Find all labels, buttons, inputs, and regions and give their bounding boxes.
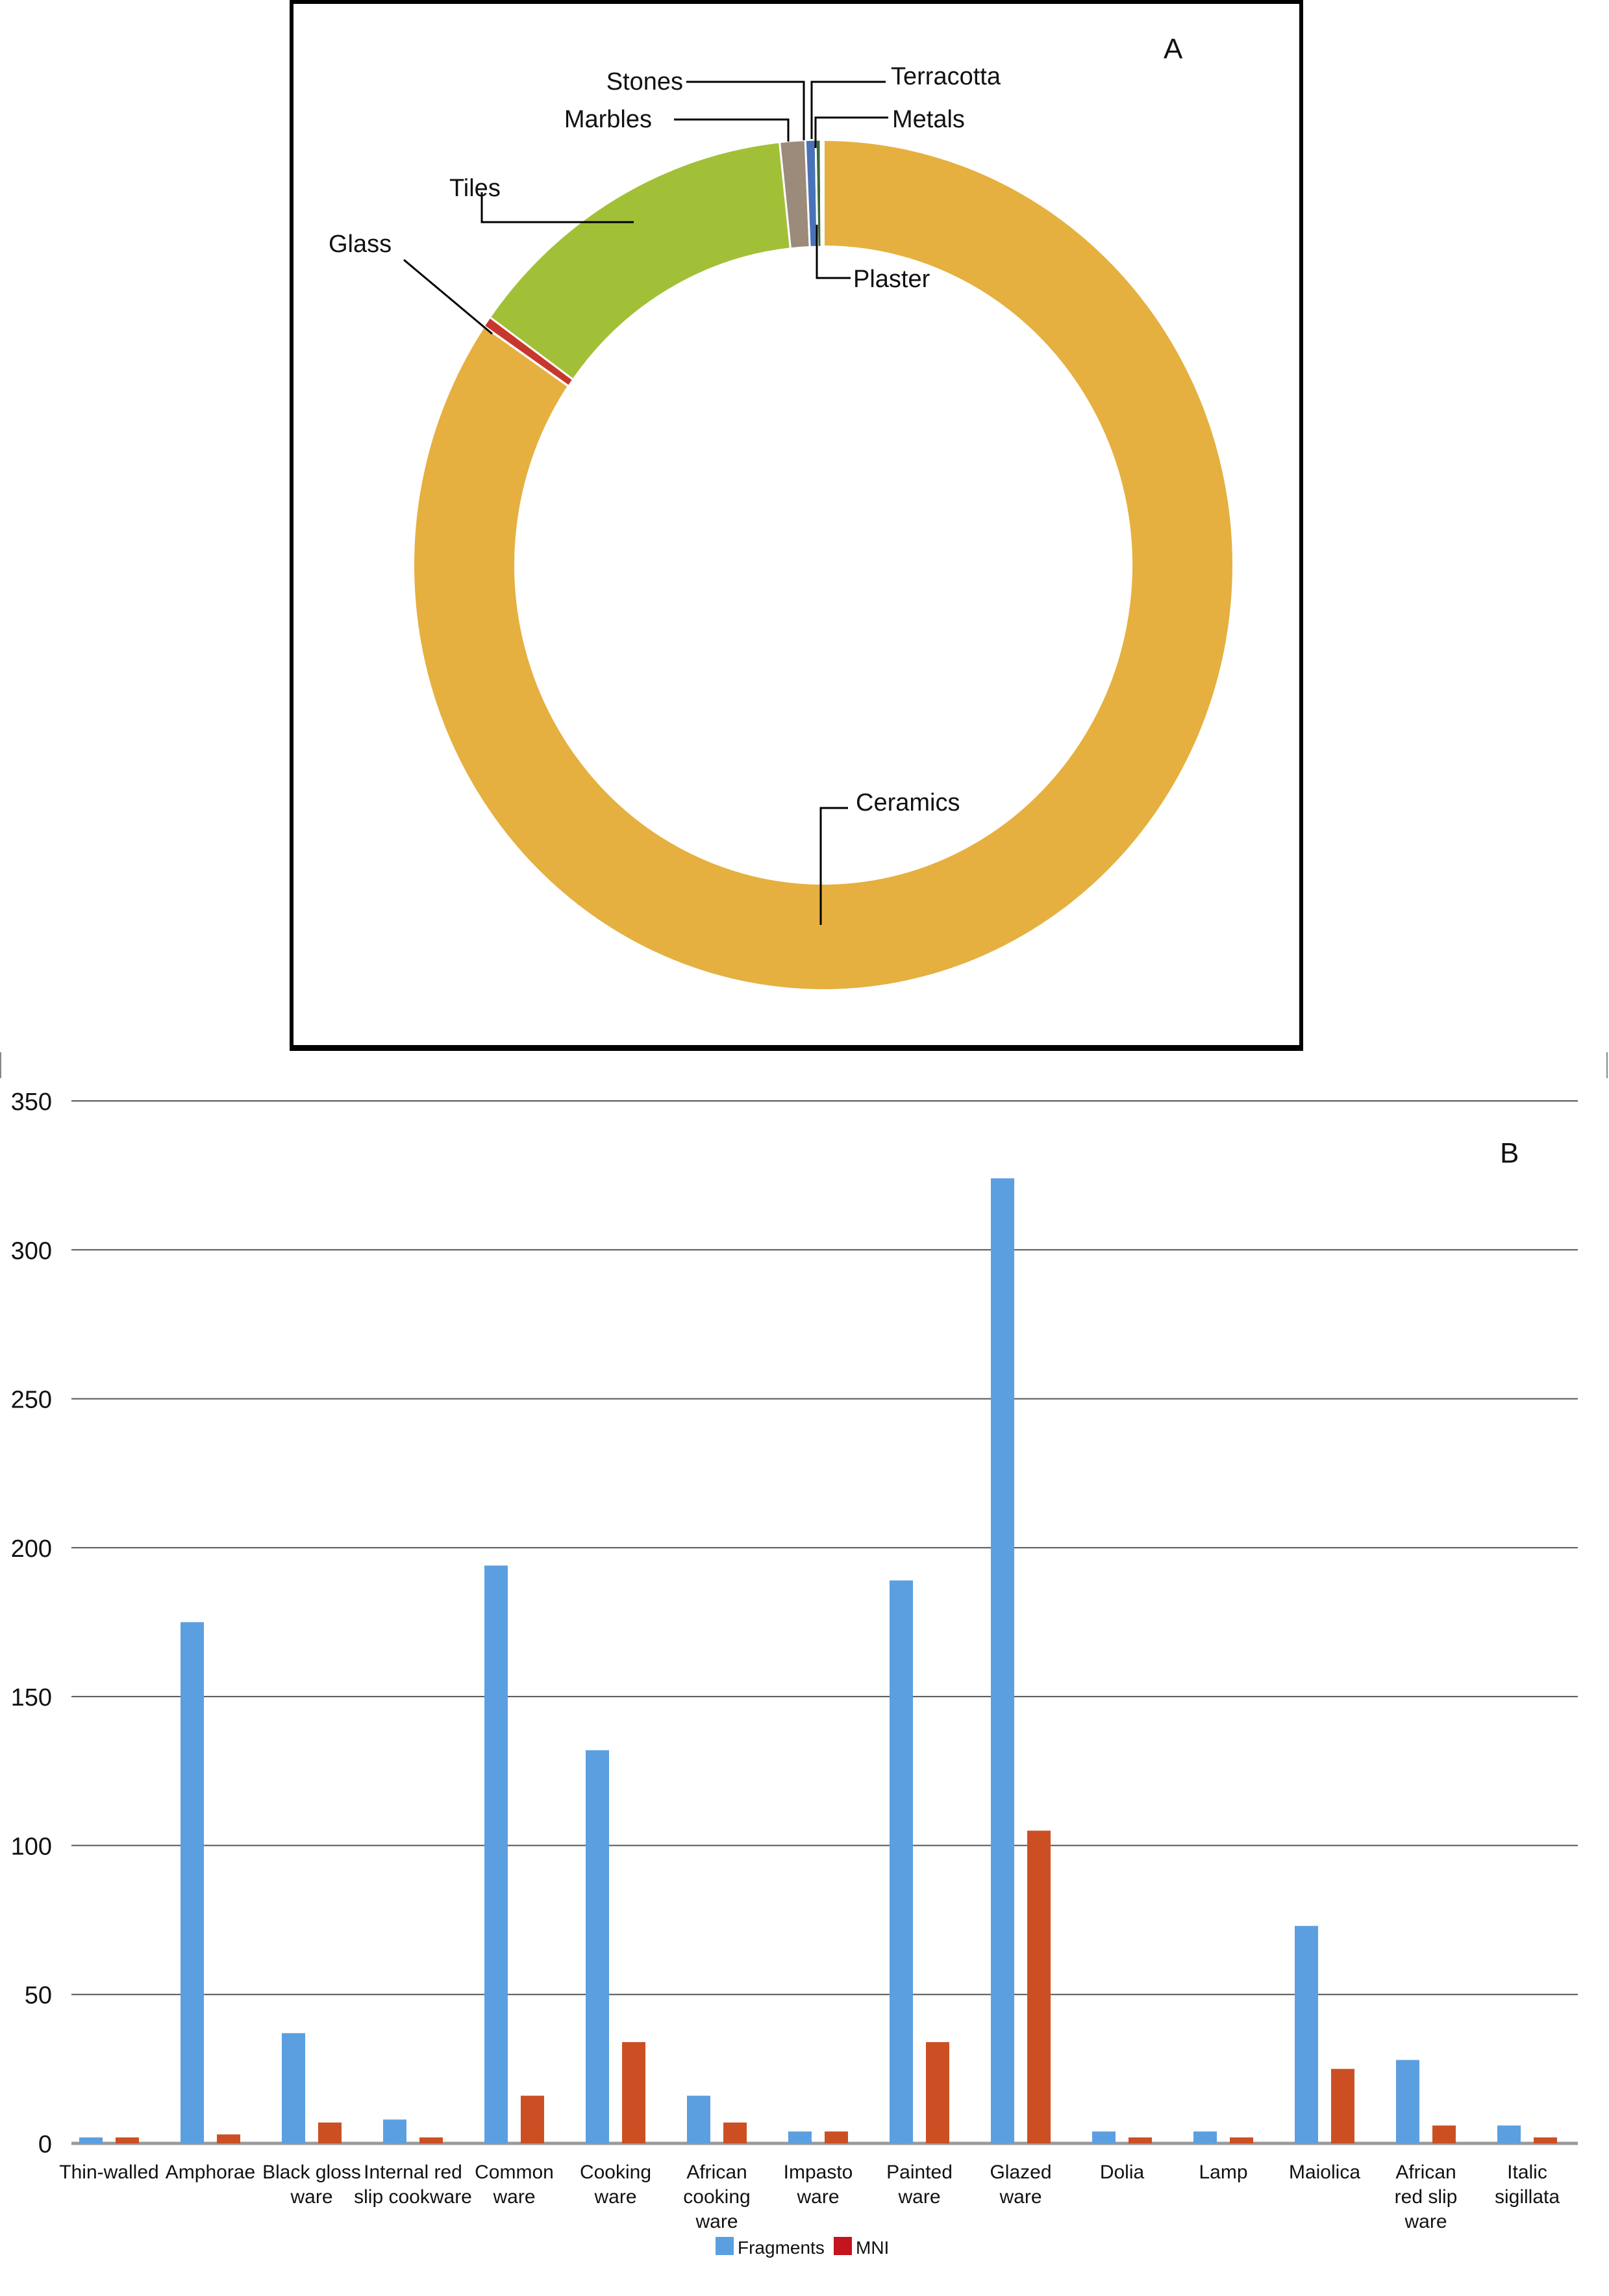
legend-label-mni: MNI bbox=[856, 2238, 889, 2258]
panel-b-bar-chart: 0 50 100 150 200 250 300 350 B Thin-walled Amphora… bbox=[0, 1052, 1609, 2296]
x-category-label: sigillata bbox=[1495, 2186, 1560, 2208]
leader-line-tiles bbox=[480, 192, 634, 223]
x-category-label: African bbox=[686, 2162, 747, 2183]
y-tick-label: 150 bbox=[11, 1684, 52, 1711]
legend-swatch-fragments bbox=[716, 2237, 734, 2255]
edge-tick-left bbox=[0, 1052, 1, 1078]
donut-slice-plaster bbox=[821, 138, 825, 248]
donut-slice-tiles bbox=[488, 141, 792, 381]
slice-label-plaster: Plaster bbox=[853, 266, 930, 293]
slice-label-terracotta: Terracotta bbox=[891, 63, 1001, 90]
leader-line-terracotta bbox=[810, 81, 886, 139]
y-tick-label: 200 bbox=[11, 1535, 52, 1563]
leader-line-glass bbox=[403, 259, 493, 335]
bar-mni-9 bbox=[1027, 1830, 1051, 2143]
bar-mni-8 bbox=[926, 2042, 949, 2143]
x-category-label: ware bbox=[290, 2186, 332, 2208]
bar-mni-6 bbox=[723, 2122, 747, 2143]
x-category-label: ware bbox=[593, 2186, 636, 2208]
bar-fragments-0 bbox=[79, 2137, 103, 2143]
x-category-label: Maiolica bbox=[1289, 2162, 1360, 2183]
bar-mni-10 bbox=[1129, 2137, 1152, 2143]
panel-label-a: A bbox=[1164, 33, 1183, 65]
bar-mni-0 bbox=[116, 2137, 139, 2143]
leader-line-plaster bbox=[816, 225, 851, 279]
leader-line-ceramics bbox=[819, 807, 848, 925]
bar-fragments-4 bbox=[484, 1565, 508, 2143]
bar-mni-12 bbox=[1331, 2069, 1354, 2143]
slice-label-tiles: Tiles bbox=[449, 175, 501, 202]
x-category-label: Painted bbox=[886, 2162, 953, 2183]
x-category-label: ware bbox=[999, 2186, 1041, 2208]
x-category-label: Cooking bbox=[580, 2162, 651, 2183]
donut-slice-ceramics bbox=[412, 138, 1235, 992]
legend-label-fragments: Fragments bbox=[738, 2238, 825, 2258]
bar-mni-5 bbox=[622, 2042, 645, 2143]
slice-label-glass: Glass bbox=[329, 231, 392, 258]
x-category-label: Common bbox=[475, 2162, 554, 2183]
y-tick-label: 350 bbox=[11, 1089, 52, 1116]
bar-fragments-7 bbox=[788, 2131, 812, 2143]
slice-label-metals: Metals bbox=[892, 106, 965, 133]
bar-mni-14 bbox=[1534, 2137, 1557, 2143]
y-tick-label: 300 bbox=[11, 1237, 52, 1265]
bar-fragments-11 bbox=[1193, 2131, 1217, 2143]
bar-mni-2 bbox=[318, 2122, 342, 2143]
bar-mni-1 bbox=[217, 2134, 240, 2143]
x-category-label: Dolia bbox=[1100, 2162, 1145, 2183]
x-category-label: ware bbox=[1404, 2211, 1447, 2232]
x-category-label: Internal red bbox=[364, 2162, 462, 2183]
bar-fragments-13 bbox=[1396, 2060, 1419, 2143]
bar-fragments-8 bbox=[890, 1580, 913, 2143]
bar-mni-13 bbox=[1432, 2125, 1456, 2143]
slice-label-marbles: Marbles bbox=[564, 106, 652, 133]
slice-label-ceramics: Ceramics bbox=[856, 789, 960, 816]
x-category-label: African bbox=[1395, 2162, 1456, 2183]
bar-mni-4 bbox=[521, 2095, 544, 2143]
x-category-label: ware bbox=[897, 2186, 940, 2208]
x-category-label: ware bbox=[695, 2211, 738, 2232]
x-category-label: Lamp bbox=[1199, 2162, 1247, 2183]
bar-mni-7 bbox=[825, 2131, 848, 2143]
x-category-label: ware bbox=[492, 2186, 535, 2208]
x-category-label: Amphorae bbox=[166, 2162, 255, 2183]
x-category-label: Thin-walled bbox=[59, 2162, 158, 2183]
x-category-label: Glazed bbox=[990, 2162, 1051, 2183]
bar-chart: 0 50 100 150 200 250 300 350 B Thin-walled Amphora… bbox=[11, 1089, 1578, 2258]
x-category-label: cooking bbox=[683, 2186, 750, 2208]
leader-line-stones bbox=[686, 81, 805, 140]
panel-label-b: B bbox=[1500, 1137, 1519, 1169]
bar-fragments-5 bbox=[586, 1750, 609, 2143]
y-tick-label: 100 bbox=[11, 1833, 52, 1860]
bar-fragments-3 bbox=[383, 2119, 406, 2143]
bar-fragments-9 bbox=[991, 1178, 1014, 2143]
panel-a-donut-chart: A Stones Terracotta Marbles Metals Plaster Til… bbox=[290, 0, 1303, 1051]
bar-fragments-10 bbox=[1092, 2131, 1116, 2143]
bar-fragments-1 bbox=[181, 1622, 204, 2143]
x-category-label: red slip bbox=[1395, 2186, 1458, 2208]
bar-fragments-2 bbox=[282, 2033, 305, 2143]
y-tick-label: 50 bbox=[25, 1982, 52, 2010]
bar-fragments-12 bbox=[1295, 1926, 1318, 2143]
bar-fragments-6 bbox=[687, 2095, 710, 2143]
slice-label-stones: Stones bbox=[606, 68, 683, 95]
bar-fragments-14 bbox=[1497, 2125, 1521, 2143]
y-tick-label: 250 bbox=[11, 1387, 52, 1414]
x-category-label: slip cookware bbox=[354, 2186, 472, 2208]
x-category-label: Italic bbox=[1507, 2162, 1547, 2183]
bar-mni-3 bbox=[419, 2137, 443, 2143]
x-category-label: Impasto bbox=[784, 2162, 853, 2183]
x-category-label: ware bbox=[796, 2186, 839, 2208]
donut-chart: A Stones Terracotta Marbles Metals Plaster Til… bbox=[329, 33, 1235, 992]
bar-mni-11 bbox=[1230, 2137, 1253, 2143]
leader-line-marbles bbox=[674, 118, 790, 142]
edge-tick-right bbox=[1606, 1052, 1608, 1078]
x-category-label: Black gloss bbox=[262, 2162, 361, 2183]
leader-line-metals bbox=[814, 116, 888, 148]
legend-swatch-mni bbox=[834, 2237, 852, 2255]
y-tick-label: 0 bbox=[38, 2131, 52, 2158]
